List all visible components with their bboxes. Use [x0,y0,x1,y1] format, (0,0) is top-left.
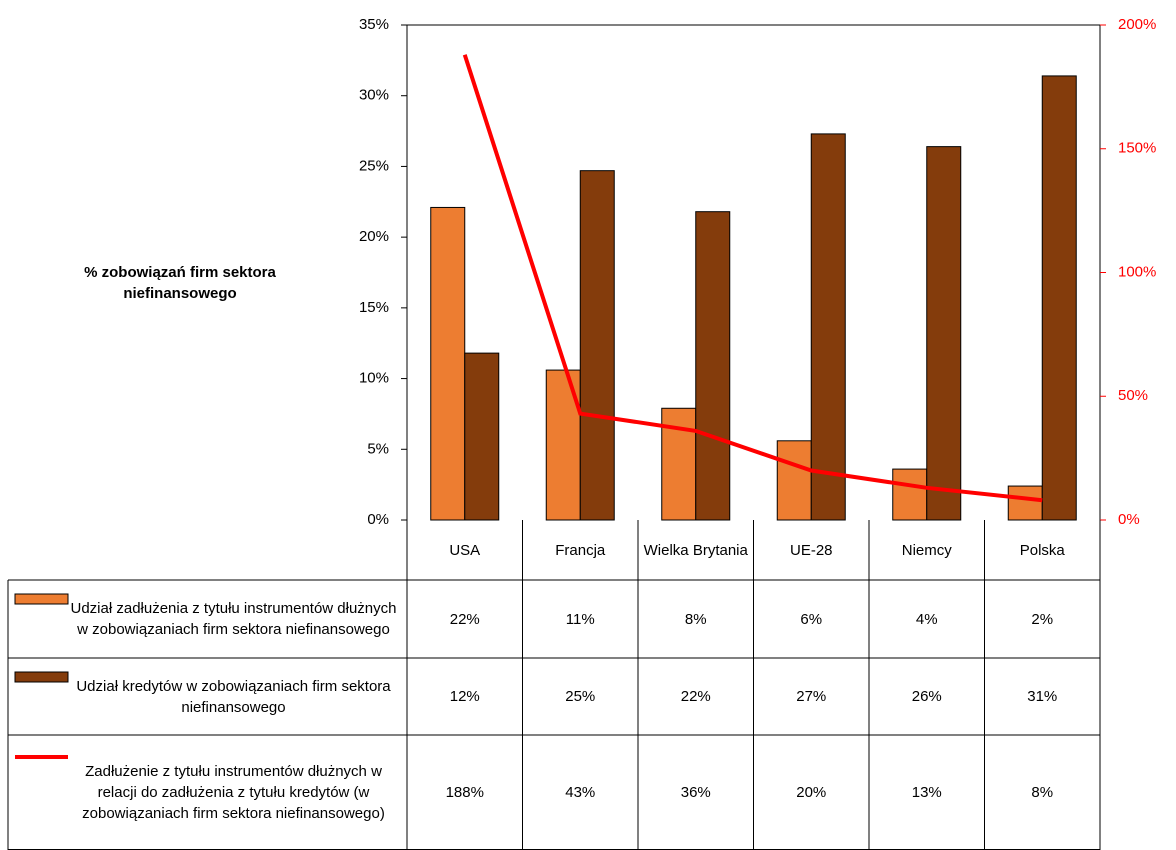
table-value: 8% [1031,784,1054,801]
table-value: 36% [680,784,711,801]
y2-tick-label: 50% [1118,387,1148,404]
table-value: 25% [565,688,596,705]
y2-tick-label: 100% [1118,263,1156,280]
table-value: 13% [911,784,942,801]
bar [810,133,846,521]
table-value: 27% [796,688,827,705]
y-tick-label: 10% [359,370,389,387]
bar [1041,75,1077,521]
x-tick-label: Polska [1019,541,1065,559]
x-tick-label: Niemcy [901,541,952,559]
bar [430,206,466,521]
y-tick-label: 5% [367,440,389,457]
table-value: 2% [1031,610,1054,628]
x-tick-label: Francja [555,541,606,559]
table-value: 12% [449,688,480,705]
x-tick-label: USA [449,541,481,559]
legend-label: Zadłużenie z tytułu instrumentów dłużnyc… [82,763,385,822]
bar [464,352,500,521]
table-value: 188% [445,784,484,801]
table-value: 4% [915,610,938,628]
y-tick-label: 20% [359,228,389,245]
y2-tick-label: 0% [1118,511,1140,528]
bar [776,440,812,521]
y-tick-label: 25% [359,157,389,174]
line [462,54,1043,503]
y-tick-label: 35% [359,16,389,33]
table-value: 43% [565,784,596,801]
bar [695,211,731,521]
y-axis-title: % zobowiązań firm sektora niefinansowego [84,264,276,302]
table-value: 8% [684,610,707,628]
x-tick-label: Wielka Brytania [643,541,748,559]
table-value: 22% [680,688,711,705]
table-value: 11% [565,610,595,628]
table-value: 20% [796,784,827,801]
legend-label: Udział kredytów w zobowiązaniach firm se… [76,677,391,716]
x-tick-label: UE-28 [789,541,833,559]
table-value: 31% [1027,688,1058,705]
y-tick-label: 0% [367,511,389,528]
y2-tick-label: 200% [1118,16,1156,33]
y-tick-label: 30% [359,87,389,104]
legend-marker [14,671,69,683]
legend-label: Udział zadłużenia z tytułu instrumentów … [70,600,397,638]
bar [1007,485,1043,521]
table-value: 26% [911,688,942,705]
y2-tick-label: 150% [1118,140,1156,157]
legend-marker [14,593,69,605]
y-tick-label: 15% [359,299,389,316]
table-value: 22% [449,610,480,628]
bar [892,468,928,521]
bar [926,146,962,521]
table-value: 6% [800,610,823,628]
bar [579,170,615,521]
